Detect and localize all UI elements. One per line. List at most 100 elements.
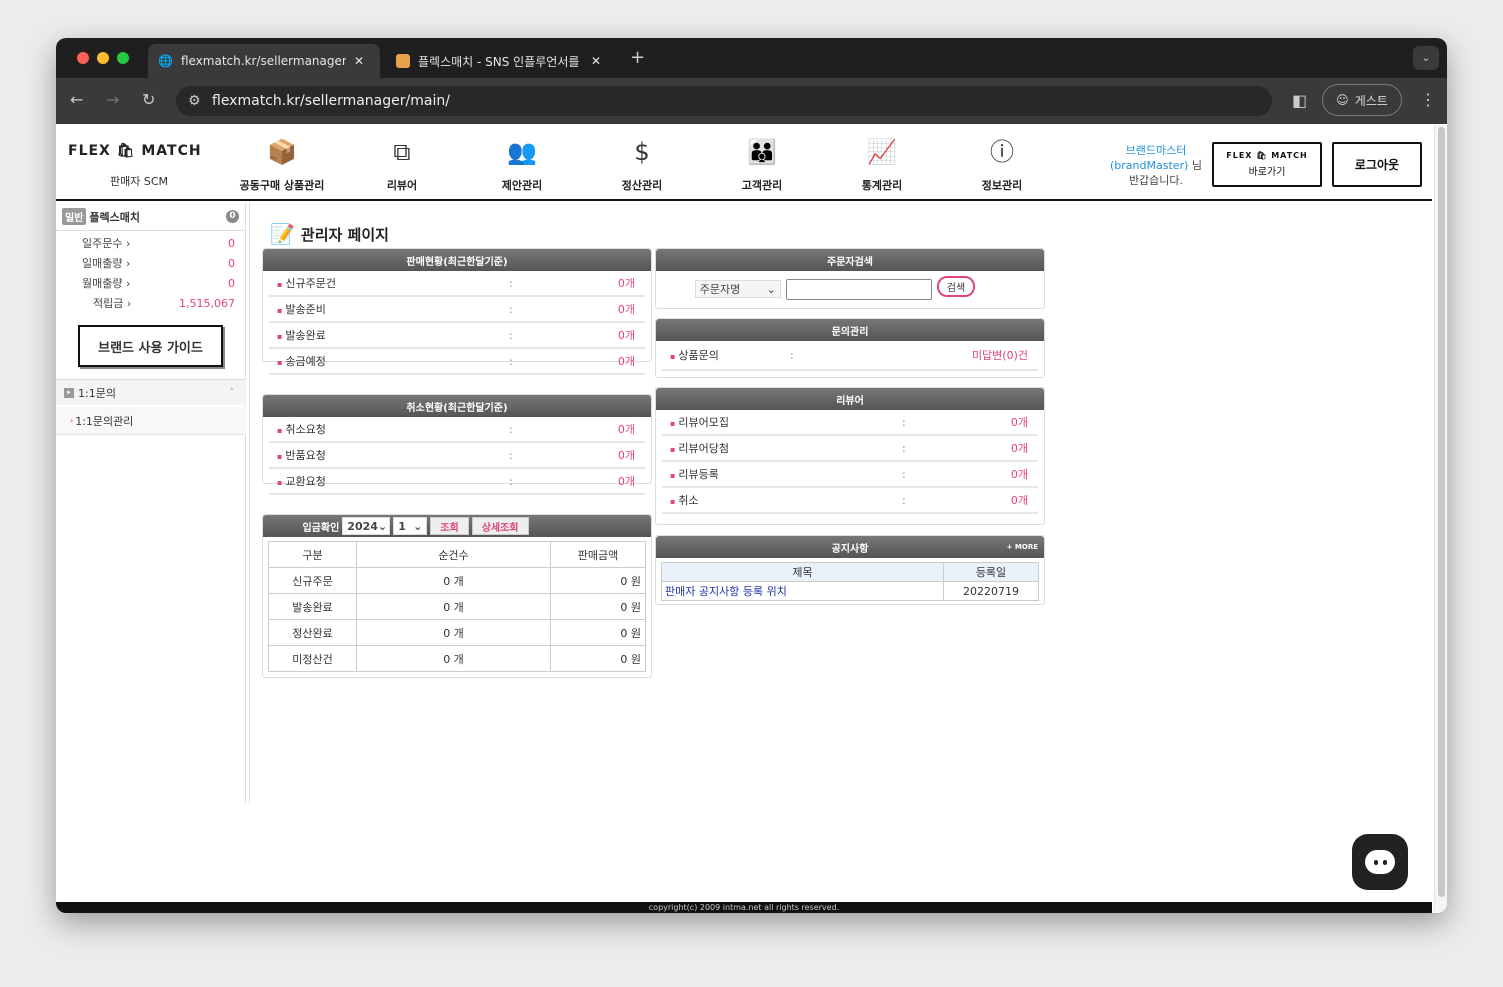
- stat-label: 일매출량: [82, 257, 123, 270]
- profile-label: 게스트: [1354, 93, 1388, 108]
- stat-label: 적립금: [93, 297, 124, 310]
- status-row[interactable]: 송금예정: 0개: [269, 349, 645, 375]
- reload-icon[interactable]: ↻: [142, 90, 156, 109]
- collapse-icon[interactable]: ˄: [229, 387, 235, 398]
- scrollbar[interactable]: [1434, 125, 1447, 913]
- row-value: 미답변(0)건: [971, 349, 1028, 362]
- panel-header: 공지사항 + MORE: [656, 536, 1044, 558]
- row-label: 발송완료: [269, 327, 509, 343]
- forward-icon[interactable]: →: [106, 90, 120, 109]
- nav-info[interactable]: ⓘ 정보관리: [942, 135, 1062, 193]
- minimize-window-button[interactable]: [97, 52, 109, 64]
- tab-flexmatch[interactable]: 플렉스매치 - SNS 인플루언서를 위한 ✕: [386, 44, 616, 78]
- nav-settlement[interactable]: $ 정산관리: [582, 135, 702, 193]
- logo[interactable]: FLEX 🛍 MATCH: [68, 143, 202, 159]
- separator: :: [509, 422, 513, 436]
- month-value: 1: [398, 519, 406, 533]
- status-row[interactable]: 리뷰등록: 0개: [662, 462, 1038, 488]
- status-row[interactable]: 취소: 0개: [662, 488, 1038, 514]
- row-label: 리뷰어당첨: [662, 440, 902, 456]
- close-tab-icon[interactable]: ✕: [353, 54, 365, 68]
- section-label: 1:1문의: [78, 386, 116, 400]
- sidebar-section-inquiry[interactable]: ▸ 1:1문의 ˄: [56, 379, 246, 405]
- new-tab-button[interactable]: +: [630, 47, 646, 68]
- profile-button[interactable]: ☺ 게스트: [1322, 84, 1402, 116]
- separator: :: [902, 415, 906, 429]
- honorific: 님: [1191, 159, 1202, 172]
- row-label: 취소요청: [269, 421, 509, 437]
- search-input[interactable]: [785, 278, 932, 300]
- sidebar-stats: 일주문수 › 0 일매출량 › 0 월매출량 › 0 적립금 › 1,515,067: [56, 231, 245, 313]
- query-button[interactable]: 조회: [430, 517, 469, 535]
- row-value: 0개: [1010, 416, 1028, 429]
- status-row[interactable]: 리뷰어모집: 0개: [662, 410, 1038, 436]
- notice-row[interactable]: 판매자 공지사항 등록 위치 20220719: [661, 581, 1039, 601]
- user-name: 브랜드마스터: [1125, 144, 1187, 157]
- detail-query-button[interactable]: 상세조회: [471, 517, 529, 535]
- globe-icon: 🌐: [158, 54, 173, 68]
- close-window-button[interactable]: [77, 52, 89, 64]
- sidebar-item-inquiry-manage[interactable]: › 1:1문의관리: [56, 407, 246, 435]
- group-hand-icon: 👥: [507, 138, 537, 166]
- info-icon: ⓘ: [990, 138, 1014, 166]
- status-row[interactable]: 리뷰어당첨: 0개: [662, 436, 1038, 462]
- status-row[interactable]: 반품요청: 0개: [269, 443, 645, 469]
- search-button[interactable]: 검색: [936, 275, 976, 297]
- back-icon[interactable]: ←: [70, 90, 84, 109]
- separator: :: [902, 441, 906, 455]
- chevron-down-icon: ⌄: [766, 282, 776, 296]
- menu-icon[interactable]: ⋮: [1420, 90, 1436, 109]
- sidebar-item-label: 1:1문의관리: [75, 414, 134, 428]
- scrollbar-thumb[interactable]: [1438, 127, 1445, 897]
- tab-bar: 🌐 flexmatch.kr/sellermanager/main/ ✕ 플렉스…: [56, 38, 1447, 78]
- panel-header: 판매현황(최근한달기준): [263, 249, 651, 271]
- chat-button[interactable]: [1352, 834, 1408, 890]
- more-link[interactable]: + MORE: [1006, 543, 1038, 551]
- site-settings-icon[interactable]: ⚙: [188, 93, 201, 109]
- search-type-select[interactable]: 주문자명 ⌄: [694, 280, 781, 298]
- maximize-window-button[interactable]: [117, 52, 129, 64]
- stat-row[interactable]: 월매출량 › 0: [82, 276, 235, 291]
- logout-button[interactable]: 로그아웃: [1332, 142, 1422, 187]
- nav-reviewer[interactable]: ⧉ 리뷰어: [342, 135, 462, 193]
- year-select[interactable]: 2024 ⌄: [342, 517, 391, 535]
- row-label: 반품요청: [269, 447, 509, 463]
- row-value: 0개: [617, 449, 635, 462]
- close-tab-icon[interactable]: ✕: [591, 54, 602, 68]
- logo-text: MATCH: [141, 143, 202, 159]
- month-select[interactable]: 1 ⌄: [393, 517, 428, 535]
- stat-row[interactable]: 적립금 › 1,515,067: [93, 296, 235, 311]
- nav-label: 제안관리: [501, 179, 543, 192]
- status-row[interactable]: 발송준비: 0개: [269, 297, 645, 323]
- status-row[interactable]: 신규주문건: 0개: [269, 271, 645, 297]
- panel-header: 취소현황(최근한달기준): [263, 395, 651, 417]
- tab-active[interactable]: 🌐 flexmatch.kr/sellermanager/main/ ✕: [148, 44, 380, 78]
- row-value: 0개: [617, 355, 635, 368]
- address-bar[interactable]: ⚙ flexmatch.kr/sellermanager/main/: [176, 86, 1272, 116]
- row-label: 리뷰등록: [662, 466, 902, 482]
- inquiry-row[interactable]: 상품문의 : 미답변(0)건: [662, 341, 1038, 371]
- stat-row[interactable]: 일매출량 › 0: [82, 256, 235, 271]
- shortcut-logo: FLEX 🛍 MATCH: [1226, 151, 1308, 160]
- nav-proposal[interactable]: 👥 제안관리: [462, 135, 582, 193]
- search-type-value: 주문자명: [699, 283, 741, 296]
- status-row[interactable]: 발송완료: 0개: [269, 323, 645, 349]
- status-row[interactable]: 취소요청: 0개: [269, 417, 645, 443]
- sidepanel-icon[interactable]: ◧: [1292, 91, 1308, 110]
- chart-icon: 📈: [867, 138, 897, 166]
- flexmatch-shortcut-button[interactable]: FLEX 🛍 MATCH 바로가기: [1212, 142, 1322, 187]
- brand-guide-button[interactable]: 브랜드 사용 가이드: [78, 325, 223, 367]
- browser-window: 🌐 flexmatch.kr/sellermanager/main/ ✕ 플렉스…: [56, 38, 1447, 913]
- nav-product[interactable]: 📦 공동구매 상품관리: [222, 135, 342, 193]
- nav-statistics[interactable]: 📈 통계관리: [822, 135, 942, 193]
- nav-customer[interactable]: 👪 고객관리: [702, 135, 822, 193]
- status-row[interactable]: 교환요청: 0개: [269, 469, 645, 495]
- row-value: 0개: [1010, 442, 1028, 455]
- order-search-panel: 주문자검색 주문자명 ⌄ 검색: [655, 248, 1045, 309]
- stat-row[interactable]: 일주문수 › 0: [82, 236, 235, 251]
- tab-search-button[interactable]: ⌄: [1413, 46, 1439, 70]
- sales-status-panel: 판매현황(최근한달기준) 신규주문건:0개발송준비:0개발송완료:0개송금예정:…: [262, 248, 652, 375]
- notice-link[interactable]: 판매자 공지사항 등록 위치: [661, 581, 944, 601]
- search-form: 주문자명 ⌄ 검색: [656, 271, 1044, 307]
